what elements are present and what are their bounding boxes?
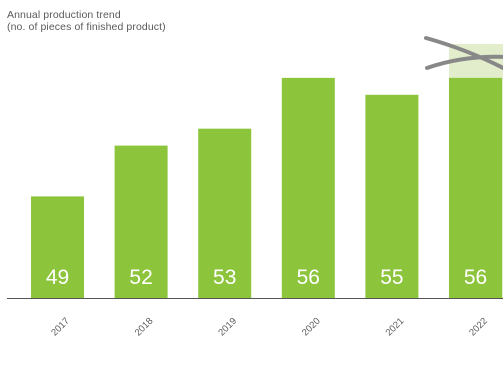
bar-2018 <box>114 145 168 298</box>
value-label-2021: 55 <box>380 266 403 289</box>
x-tick-label-2018: 2018 <box>133 316 156 339</box>
cross-mark-stroke <box>424 36 503 71</box>
bar-2022 <box>449 77 502 298</box>
cross-mark-stroke <box>425 54 503 70</box>
bar-2021 <box>365 94 419 298</box>
value-label-2019: 53 <box>213 266 236 289</box>
value-label-2022: 56 <box>464 266 487 289</box>
value-label-2020: 56 <box>297 266 320 289</box>
x-tick-label-2021: 2021 <box>384 316 407 339</box>
value-label-2018: 52 <box>129 266 152 289</box>
x-tick-label-2017: 2017 <box>49 316 72 339</box>
chart-subtitle: (no. of pieces of finished product) <box>7 21 166 33</box>
x-tick-label-2020: 2020 <box>300 316 323 339</box>
chart-title: Annual production trend <box>7 9 121 21</box>
value-label-2017: 49 <box>46 266 69 289</box>
bar-2017 <box>31 196 84 298</box>
bar-2019 <box>198 128 252 298</box>
bar-2020 <box>281 77 335 298</box>
x-tick-label-2019: 2019 <box>216 316 239 339</box>
x-tick-label-2022: 2022 <box>467 316 490 339</box>
